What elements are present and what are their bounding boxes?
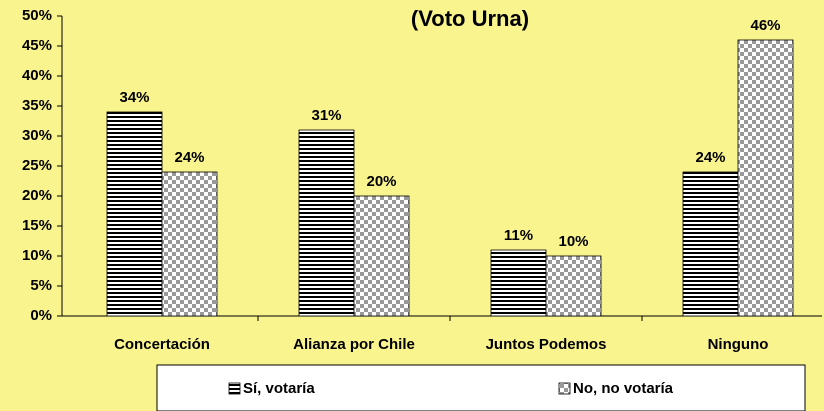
y-tick-label: 5%	[30, 277, 52, 294]
data-label: 10%	[558, 233, 588, 250]
bar	[353, 195, 410, 317]
y-tick-label: 10%	[22, 247, 52, 264]
data-label: 11%	[504, 227, 533, 244]
x-tick-label: Ninguno	[708, 336, 769, 353]
y-tick-label: 15%	[22, 217, 52, 234]
data-label: 24%	[695, 149, 725, 166]
y-tick-label: 50%	[22, 7, 52, 24]
x-tick-label: Alianza por Chile	[293, 336, 415, 353]
x-tick-label: Juntos Podemos	[486, 336, 607, 353]
y-tick-label: 30%	[22, 127, 52, 144]
legend-label: No, no votaría	[573, 380, 674, 397]
bar	[298, 129, 355, 317]
legend-swatch	[228, 382, 241, 395]
bar	[545, 255, 602, 317]
y-tick-label: 40%	[22, 67, 52, 84]
legend-label: Sí, votaría	[243, 380, 315, 397]
data-label: 34%	[119, 89, 149, 106]
data-label: 20%	[366, 173, 396, 190]
bar	[490, 249, 547, 317]
y-tick-label: 35%	[22, 97, 52, 114]
bar	[682, 171, 739, 317]
x-tick-label: Concertación	[114, 336, 210, 353]
y-tick-label: 45%	[22, 37, 52, 54]
bar	[106, 111, 163, 317]
data-label: 24%	[174, 149, 204, 166]
y-tick-label: 20%	[22, 187, 52, 204]
y-tick-label: 25%	[22, 157, 52, 174]
bar	[161, 171, 218, 317]
legend-box	[156, 364, 806, 411]
y-tick-label: 0%	[30, 307, 52, 324]
legend-swatch	[558, 382, 571, 395]
data-label: 31%	[311, 107, 341, 124]
chart-title: (Voto Urna)	[411, 6, 529, 31]
bar	[737, 39, 794, 317]
data-label: 46%	[750, 17, 780, 34]
